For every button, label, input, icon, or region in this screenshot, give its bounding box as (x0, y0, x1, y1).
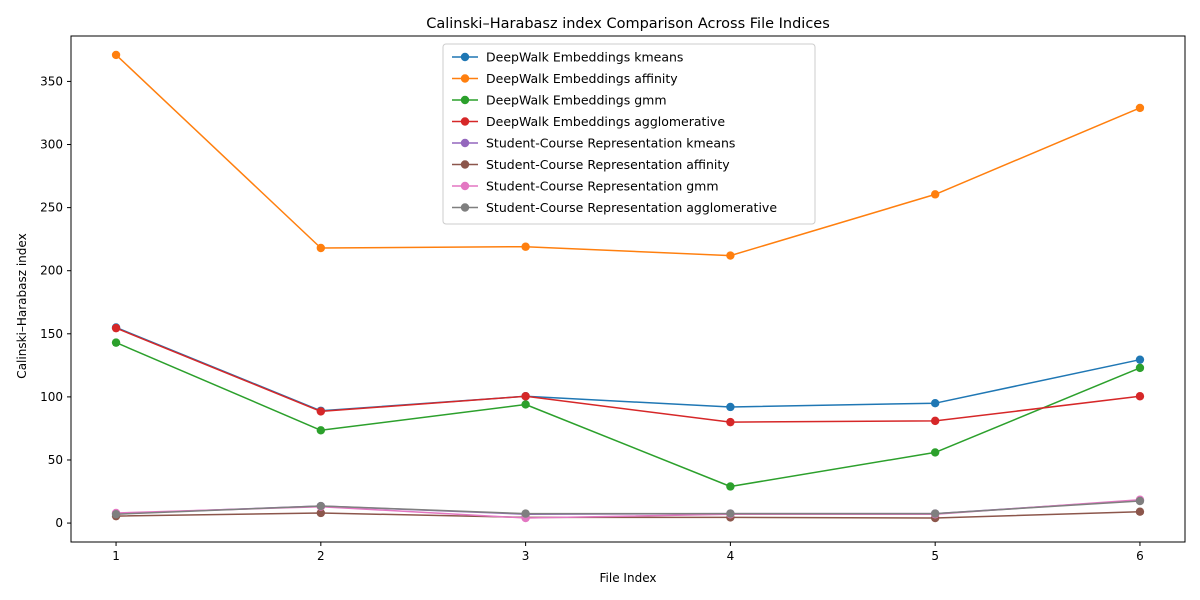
legend-label: Student-Course Representation kmeans (486, 136, 735, 151)
data-point (111, 50, 121, 60)
series-line (115, 341, 1141, 488)
y-tick-label: 50 (48, 453, 63, 467)
plot-area-frame (70, 35, 1186, 543)
legend-box (442, 43, 816, 225)
legend-label: Student-Course Representation gmm (486, 179, 719, 194)
legend-label: DeepWalk Embeddings agglomerative (486, 114, 725, 129)
series (111, 496, 1145, 519)
legend-entry: DeepWalk Embeddings gmm (452, 93, 667, 108)
data-point (726, 482, 735, 491)
data-point (111, 510, 121, 519)
legend-marker (460, 52, 470, 62)
legend-entry: DeepWalk Embeddings agglomerative (452, 114, 725, 129)
data-point (521, 400, 530, 409)
data-point (1135, 363, 1145, 373)
series (111, 338, 1145, 491)
legend-entry: DeepWalk Embeddings kmeans (452, 50, 683, 65)
series-line (116, 500, 1140, 515)
legend-marker (460, 74, 470, 83)
series-group (111, 50, 1145, 523)
data-point (1135, 103, 1145, 113)
data-point (930, 509, 940, 518)
legend-marker (460, 95, 470, 105)
data-point (111, 338, 121, 347)
x-tick-label: 5 (931, 549, 939, 563)
legend: DeepWalk Embeddings kmeans DeepWalk Embed… (442, 43, 816, 225)
data-point (521, 392, 530, 401)
data-point (316, 508, 326, 518)
y-tick-label: 100 (40, 390, 63, 404)
data-point (521, 242, 530, 251)
y-tick-label: 250 (40, 201, 63, 215)
x-tick-label: 4 (727, 549, 735, 563)
x-axis-title: File Index (600, 571, 657, 585)
y-axis: 0 50 100 150 200 250 300 350 (40, 74, 71, 530)
legend-entry: DeepWalk Embeddings affinity (452, 71, 678, 86)
data-point (316, 426, 326, 435)
x-tick-label: 6 (1136, 549, 1144, 563)
data-point (930, 416, 940, 426)
data-point (316, 243, 326, 253)
legend-marker (460, 181, 470, 191)
x-tick-label: 3 (522, 549, 530, 563)
legend-marker (460, 160, 470, 169)
legend-entry: Student-Course Representation agglomerat… (452, 200, 777, 215)
series-line (115, 54, 1141, 257)
series (111, 50, 1145, 260)
series (111, 323, 1145, 427)
data-point (111, 323, 121, 333)
data-point (1135, 496, 1145, 506)
y-tick-label: 0 (55, 516, 63, 530)
legend-marker (460, 138, 470, 148)
x-tick-label: 1 (112, 549, 120, 563)
y-tick-label: 350 (40, 74, 63, 88)
data-point (726, 509, 735, 518)
data-point (930, 448, 940, 457)
data-point (726, 251, 735, 260)
y-tick-label: 150 (40, 327, 63, 341)
legend-entry: Student-Course Representation gmm (452, 179, 719, 194)
legend-label: Student-Course Representation affinity (486, 157, 730, 172)
data-point (726, 402, 735, 412)
data-point (930, 190, 940, 199)
series-line (115, 327, 1140, 423)
legend-label: DeepWalk Embeddings gmm (486, 93, 667, 108)
data-point (930, 398, 940, 408)
y-tick-label: 300 (40, 138, 63, 152)
y-axis-title: Calinski–Harabasz index (15, 233, 29, 378)
data-point (1135, 507, 1145, 516)
y-tick-label: 200 (40, 264, 63, 278)
legend-label: DeepWalk Embeddings kmeans (486, 50, 683, 65)
data-point (1135, 392, 1145, 401)
data-point (316, 501, 326, 511)
data-point (726, 417, 735, 427)
legend-entry: Student-Course Representation affinity (452, 157, 730, 172)
data-point (1135, 355, 1145, 364)
data-point (521, 509, 530, 518)
x-axis: 1 2 3 4 5 6 (112, 542, 1144, 563)
x-tick-label: 2 (317, 549, 325, 563)
legend-label: DeepWalk Embeddings affinity (486, 71, 678, 86)
legend-label: Student-Course Representation agglomerat… (486, 200, 777, 215)
data-point (316, 407, 326, 416)
legend-marker (460, 203, 470, 212)
legend-entry: Student-Course Representation kmeans (452, 136, 735, 151)
series-line (116, 510, 1140, 519)
chart-title: Calinski–Harabasz index Comparison Acros… (426, 16, 830, 32)
legend-marker (460, 117, 470, 126)
